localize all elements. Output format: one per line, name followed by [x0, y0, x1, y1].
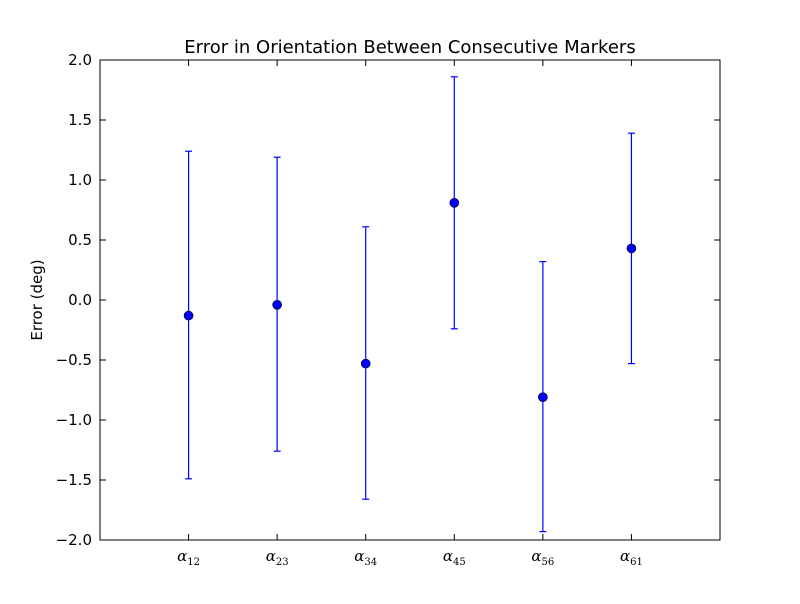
data-point [272, 299, 282, 310]
x-tick-label: α56 [531, 547, 554, 568]
y-tick-label: −1.0 [56, 411, 92, 429]
x-tick-label: α12 [177, 547, 200, 568]
x-tick-label: α34 [354, 547, 377, 568]
y-tick-label: 1.5 [68, 111, 92, 129]
data-point [538, 392, 548, 403]
plot-frame [99, 59, 721, 541]
y-tick-label: −2.0 [56, 531, 92, 549]
plot-area: −2.0 −1.5 −1.0 −0.5 0.0 0.5 1.0 1.5 2.0 α12 α23 α34… [56, 51, 721, 568]
y-tick-label: −1.5 [56, 471, 92, 489]
data-point [626, 243, 637, 254]
y-axis-label: Error (deg) [28, 259, 46, 340]
y-tick-label: 1.0 [68, 171, 92, 189]
data-point [449, 198, 460, 208]
y-tick-label: −0.5 [56, 351, 92, 369]
x-tick-label: α61 [620, 547, 643, 568]
chart-title: Error in Orientation Between Consecutive… [184, 37, 635, 58]
data-point [360, 358, 371, 369]
y-tick-label: 2.0 [68, 51, 92, 69]
y-tick-label: 0.5 [68, 231, 92, 249]
x-tick-label: α23 [266, 547, 289, 568]
x-tick-label: α45 [443, 547, 466, 568]
data-point [183, 310, 194, 321]
y-tick-label: 0.0 [68, 291, 92, 309]
